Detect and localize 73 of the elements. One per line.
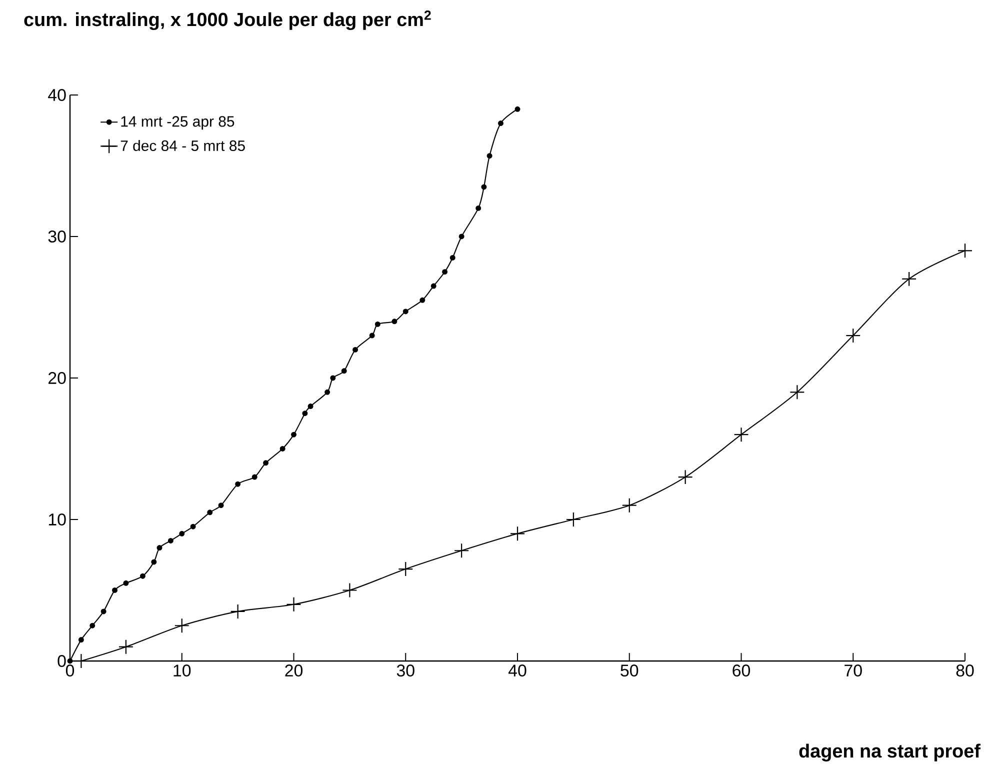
y-tick-label: 20	[48, 372, 66, 384]
point	[263, 460, 269, 466]
point	[308, 404, 314, 410]
point	[622, 498, 637, 513]
point	[846, 328, 861, 344]
x-tick-label: 10	[174, 664, 191, 677]
point	[179, 530, 185, 536]
y-axis-title: cum. instraling, x 1000 Joule per dag per cm$^{2}$	[24, 10, 431, 30]
point	[90, 622, 96, 628]
legend-label: 7 dec 84 - 5 mrt 85	[120, 140, 245, 152]
point	[442, 269, 448, 275]
x-tick-label: 80	[956, 664, 974, 677]
legend-label: 14 mrt -25 apr 85	[121, 116, 234, 130]
point	[123, 580, 129, 586]
x-tick-label: 50	[620, 664, 638, 677]
point	[352, 346, 358, 352]
point	[235, 481, 241, 487]
x-axis-title: dagen na start proef	[799, 744, 981, 762]
x-tick-label: 70	[844, 664, 862, 677]
x-tick-label: 0	[66, 664, 74, 677]
y-tick-label: 30	[48, 230, 66, 242]
point	[156, 545, 162, 551]
point	[174, 618, 190, 634]
point	[374, 321, 380, 327]
point	[78, 637, 84, 643]
point	[454, 543, 470, 558]
point	[902, 271, 917, 286]
point	[420, 297, 426, 303]
point	[286, 596, 302, 612]
point	[450, 254, 456, 260]
point	[486, 153, 492, 159]
point	[67, 658, 73, 664]
point	[324, 389, 330, 395]
point	[957, 243, 973, 258]
point	[168, 538, 174, 544]
point	[112, 588, 118, 593]
point	[392, 318, 398, 324]
point	[514, 106, 520, 112]
x-tick-label: 40	[508, 664, 526, 677]
point	[734, 427, 749, 442]
x-tick-label: 30	[396, 664, 414, 677]
point	[458, 234, 464, 240]
y-tick-label: 40	[48, 88, 66, 101]
point	[398, 562, 414, 577]
point	[118, 639, 134, 654]
point	[342, 582, 358, 598]
point	[678, 470, 693, 485]
point	[252, 474, 258, 480]
point	[430, 283, 436, 289]
y-tick-label: 10	[48, 514, 66, 526]
point	[510, 526, 526, 542]
point	[291, 432, 296, 438]
point	[280, 446, 286, 452]
point	[498, 120, 504, 126]
y-tick-label: 0	[58, 655, 66, 667]
x-tick-label: 60	[732, 664, 750, 677]
point	[190, 524, 196, 530]
point	[100, 608, 106, 614]
point	[566, 512, 581, 528]
point	[402, 308, 408, 314]
point	[790, 384, 805, 400]
point	[151, 559, 157, 565]
point	[341, 368, 347, 374]
point	[369, 332, 375, 338]
point	[302, 410, 308, 416]
point	[481, 184, 487, 190]
x-tick-label: 20	[285, 664, 303, 677]
point	[207, 510, 213, 516]
point	[230, 604, 246, 619]
point	[218, 502, 224, 508]
point	[140, 573, 146, 579]
point	[330, 375, 336, 381]
point	[476, 205, 482, 211]
